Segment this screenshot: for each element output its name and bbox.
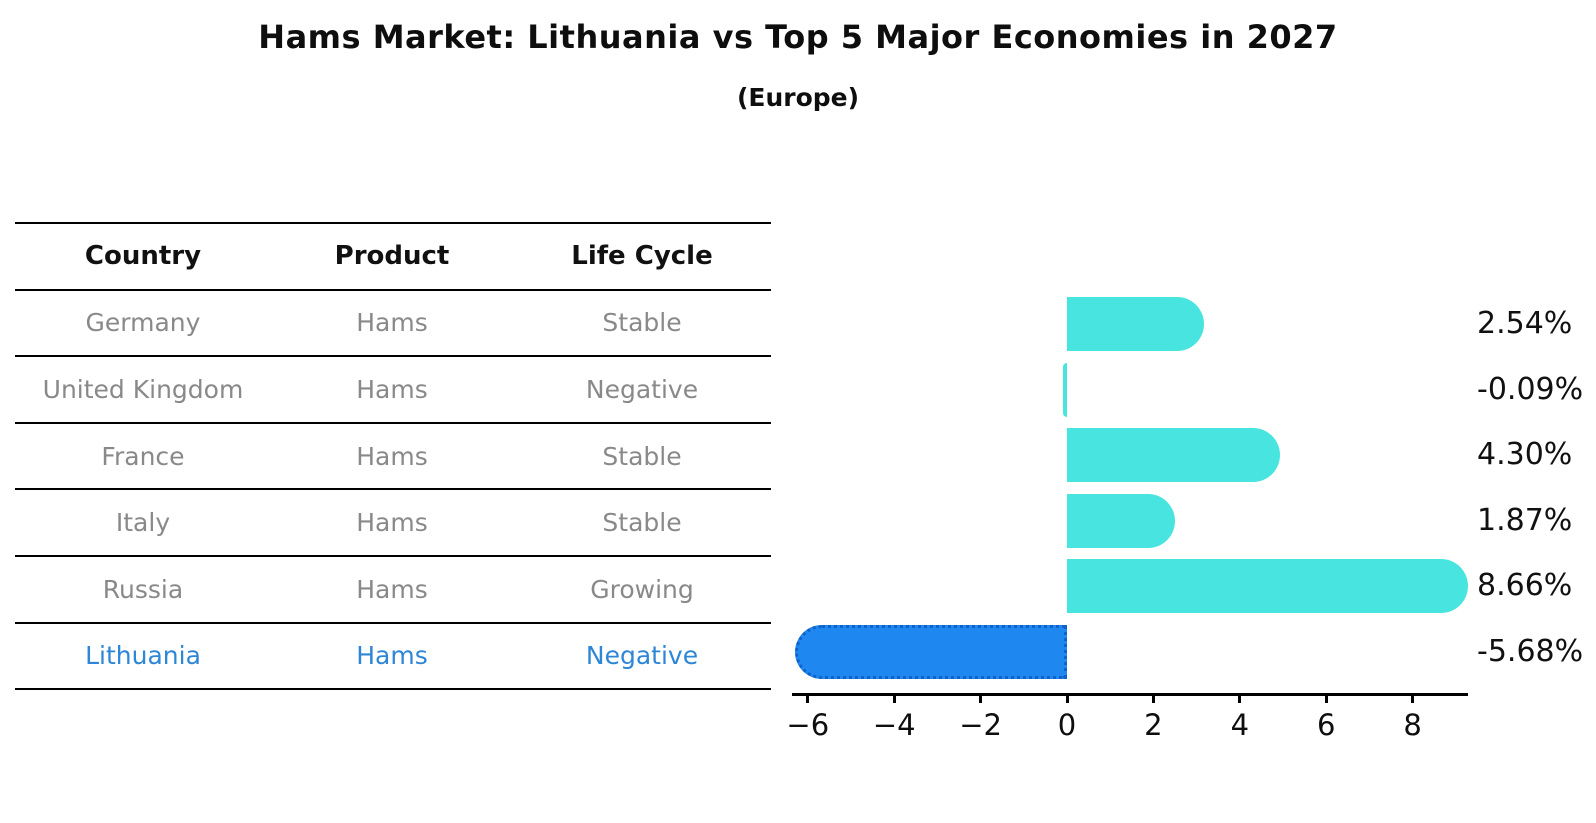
bar-france — [1067, 428, 1280, 483]
cell-life-cycle: Stable — [602, 508, 682, 538]
cell-life-cycle: Stable — [602, 308, 682, 338]
table-row-lithuania-highlight: Lithuania Hams Negative — [15, 624, 771, 691]
x-axis-tick-label: 2 — [1144, 708, 1163, 742]
x-axis-tick-label: 4 — [1230, 708, 1250, 742]
value-label-russia: 8.66% — [1477, 568, 1573, 604]
value-label-united-kingdom: -0.09% — [1477, 371, 1584, 407]
column-header-lifecycle: Life Cycle — [571, 241, 713, 272]
cell-product: Hams — [356, 308, 428, 338]
cell-product: Hams — [356, 441, 428, 471]
x-axis-tick — [979, 693, 983, 703]
bar-italy — [1067, 493, 1175, 548]
x-axis-spine — [791, 693, 1468, 696]
cell-country: France — [101, 441, 185, 471]
cell-country: Italy — [115, 508, 171, 538]
bar-germany — [1067, 297, 1204, 351]
table-row: Italy Hams Stable — [15, 490, 771, 557]
chart-subtitle: (Europe) — [736, 83, 860, 112]
x-axis-tick-label: −4 — [872, 708, 916, 742]
cell-country: Russia — [102, 574, 184, 604]
x-axis-tick — [1411, 693, 1415, 703]
cell-life-cycle: Negative — [585, 374, 699, 404]
table-row: United Kingdom Hams Negative — [15, 357, 771, 424]
comparison-table: Country Product Life Cycle Germany Hams … — [15, 222, 771, 691]
x-axis-tick-label: 0 — [1057, 708, 1077, 742]
x-axis-tick-label: 8 — [1403, 708, 1422, 742]
cell-country: Lithuania — [85, 641, 201, 671]
x-axis-tick-label: −2 — [959, 708, 1002, 742]
cell-product: Hams — [356, 508, 428, 538]
x-axis-tick-label: −6 — [786, 708, 830, 742]
table-row: France Hams Stable — [15, 424, 771, 491]
x-axis-tick — [1238, 693, 1242, 703]
cell-product: Hams — [356, 641, 428, 671]
cell-life-cycle: Growing — [590, 574, 694, 604]
cell-product: Hams — [356, 574, 428, 604]
cell-life-cycle: Stable — [602, 441, 682, 471]
cell-country: United Kingdom — [42, 374, 244, 404]
column-header-country: Country — [84, 241, 202, 272]
x-axis-tick — [892, 693, 896, 703]
chart-title: Hams Market: Lithuania vs Top 5 Major Ec… — [258, 18, 1338, 56]
table-row: Germany Hams Stable — [15, 291, 771, 358]
cell-life-cycle: Negative — [585, 641, 699, 671]
bar-russia — [1067, 559, 1469, 614]
value-label-germany: 2.54% — [1477, 306, 1573, 341]
x-axis-tick — [1324, 693, 1328, 703]
x-axis-tick-label: 6 — [1316, 708, 1336, 742]
x-axis-tick — [806, 693, 810, 703]
column-header-product: Product — [334, 241, 450, 272]
table-header-row: Country Product Life Cycle — [15, 224, 771, 291]
table-row: Russia Hams Growing — [15, 557, 771, 624]
bar-lithuania — [794, 625, 1067, 679]
x-axis-tick — [1151, 693, 1155, 703]
value-label-france: 4.30% — [1477, 437, 1573, 473]
x-axis-tick — [1065, 693, 1069, 703]
value-label-lithuania: -5.68% — [1477, 634, 1584, 669]
cell-country: Germany — [85, 308, 201, 338]
bar-united-kingdom — [1063, 362, 1067, 417]
cell-product: Hams — [356, 374, 428, 404]
value-label-italy: 1.87% — [1477, 502, 1573, 538]
